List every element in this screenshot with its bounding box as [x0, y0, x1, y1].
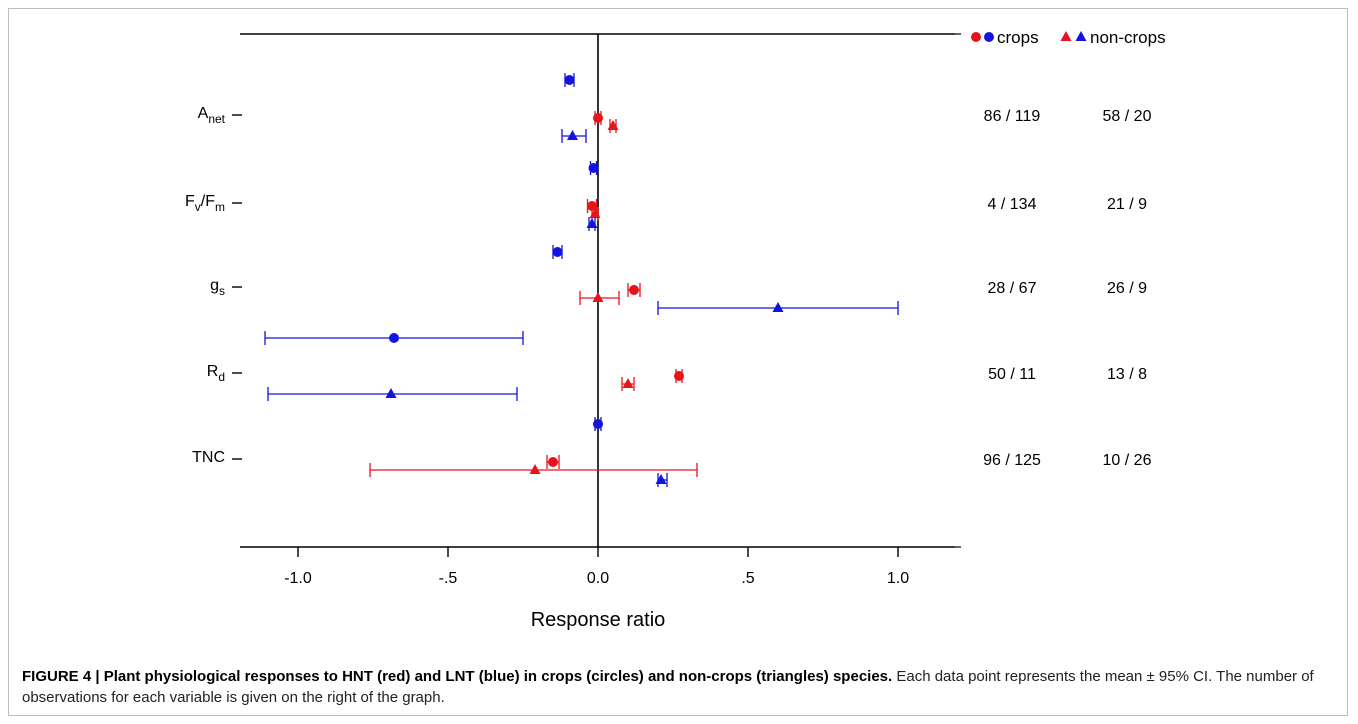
data-point-gs-hnt-non-crops	[579, 291, 620, 305]
mean-marker-circle	[674, 371, 684, 381]
x-tick-label: .5	[741, 570, 754, 587]
mean-marker-circle	[593, 113, 603, 123]
data-point-fvfm-hnt-crops	[586, 199, 598, 213]
response-ratio-chart: -1.0 -.5 0.0 .5 1.0 Response ratio Anet 86 / 11…	[185, 28, 1166, 631]
caption-text: Each data point represents the mean ± 95…	[22, 668, 1314, 706]
legend-noncrops-lnt-marker	[1075, 31, 1087, 41]
data-point-anet-hnt-crops	[593, 111, 603, 125]
variable-label-anet: Anet	[198, 105, 226, 126]
mean-marker-triangle	[607, 120, 619, 130]
mean-marker-circle	[593, 419, 603, 429]
legend-noncrops-hnt-marker	[1060, 31, 1072, 41]
counts-crops-gs: 28 / 67	[988, 280, 1037, 297]
data-point-tnc-lnt-non-crops	[655, 473, 668, 487]
figure-frame	[8, 8, 1348, 716]
counts-crops-fvfm: 4 / 134	[988, 196, 1037, 213]
figure-caption: FIGURE 4 | Plant physiological responses…	[22, 666, 1337, 708]
counts-noncrops-fvfm: 21 / 9	[1107, 196, 1147, 213]
variable-label-gs: gs	[210, 277, 225, 298]
mean-marker-circle	[629, 285, 639, 295]
mean-marker-triangle	[589, 208, 601, 218]
marks-layer	[264, 73, 899, 487]
mean-marker-circle	[548, 457, 558, 467]
x-tick-label: 0.0	[587, 570, 609, 587]
x-tick-label: -.5	[439, 570, 458, 587]
mean-marker-triangle	[592, 292, 604, 302]
data-point-anet-lnt-non-crops	[561, 129, 587, 143]
data-point-tnc-lnt-crops	[593, 417, 603, 431]
variable-label-rd: Rd	[207, 363, 225, 384]
counts-noncrops-tnc: 10 / 26	[1103, 452, 1152, 469]
mean-marker-triangle	[586, 218, 598, 228]
mean-marker-triangle	[385, 388, 397, 398]
data-point-tnc-hnt-crops	[546, 455, 560, 469]
x-axis-label: Response ratio	[531, 609, 666, 631]
data-point-rd-hnt-non-crops	[621, 377, 635, 391]
variable-label-tnc: TNC	[192, 449, 225, 466]
mean-marker-triangle	[772, 302, 784, 312]
data-point-gs-lnt-non-crops	[657, 301, 899, 315]
counts-noncrops-rd: 13 / 8	[1107, 366, 1147, 383]
variable-label-fvfm: Fv/Fm	[185, 193, 225, 214]
counts-crops-rd: 50 / 11	[988, 366, 1036, 383]
mean-marker-circle	[564, 75, 575, 85]
data-point-anet-lnt-crops	[564, 73, 575, 87]
legend-crops-label: crops	[997, 28, 1039, 47]
counts-crops-anet: 86 / 119	[984, 108, 1041, 125]
mean-marker-triangle	[529, 464, 541, 474]
legend-noncrops-label: non-crops	[1090, 28, 1166, 47]
data-point-fvfm-lnt-non-crops	[586, 217, 598, 231]
x-tick-label: -1.0	[284, 570, 312, 587]
data-point-gs-lnt-crops	[552, 245, 563, 259]
mean-marker-circle	[588, 163, 599, 173]
mean-marker-circle	[389, 333, 399, 343]
mean-marker-triangle	[567, 130, 578, 140]
data-point-rd-lnt-non-crops	[267, 387, 518, 401]
x-tick-label: 1.0	[887, 570, 909, 587]
legend-crops-lnt-marker	[984, 32, 994, 42]
axes-layer: -1.0 -.5 0.0 .5 1.0 Response ratio Anet 86 / 11…	[185, 33, 1152, 631]
data-point-fvfm-lnt-crops	[588, 161, 599, 175]
mean-marker-circle	[552, 247, 563, 257]
mean-marker-circle	[587, 201, 597, 211]
data-point-rd-hnt-crops	[674, 369, 684, 383]
data-point-gs-hnt-crops	[627, 283, 641, 297]
mean-marker-triangle	[622, 378, 634, 388]
counts-noncrops-anet: 58 / 20	[1103, 108, 1152, 125]
counts-crops-tnc: 96 / 125	[983, 452, 1041, 469]
mean-marker-triangle	[655, 474, 667, 484]
legend: crops non-crops	[971, 28, 1166, 47]
data-point-rd-lnt-crops	[264, 331, 524, 345]
data-point-tnc-hnt-non-crops	[369, 463, 698, 477]
counts-noncrops-gs: 26 / 9	[1107, 280, 1147, 297]
legend-crops-hnt-marker	[971, 32, 981, 42]
data-point-anet-hnt-non-crops	[607, 119, 619, 133]
caption-label: FIGURE 4 | Plant physiological responses…	[22, 668, 893, 685]
